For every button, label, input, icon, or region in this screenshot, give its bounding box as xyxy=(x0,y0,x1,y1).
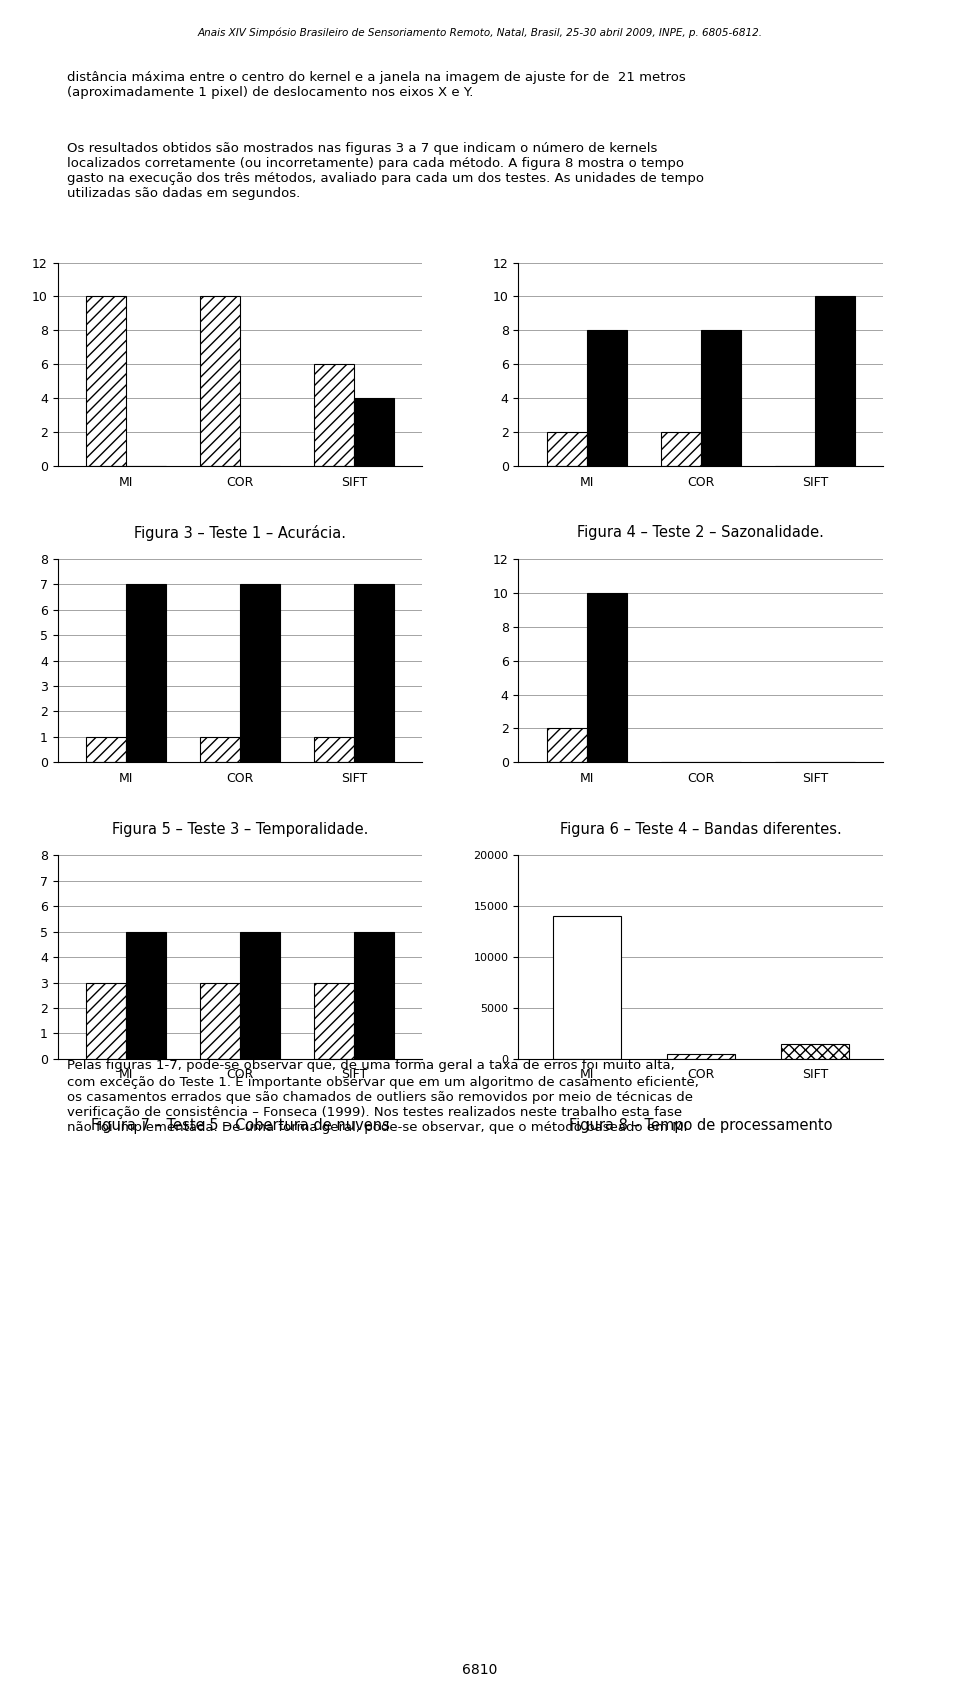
Bar xyxy=(240,584,280,762)
Bar xyxy=(314,364,354,466)
Legend: Acertos, Erros: Acertos, Erros xyxy=(537,564,617,606)
Bar xyxy=(240,932,280,1059)
Bar xyxy=(126,932,166,1059)
Bar xyxy=(86,737,126,762)
Bar xyxy=(200,983,240,1059)
Bar xyxy=(200,296,240,466)
Bar xyxy=(354,932,394,1059)
Bar xyxy=(354,584,394,762)
Bar xyxy=(86,983,126,1059)
Text: Figura 7 – Teste 5 – Cobertura de nuvens: Figura 7 – Teste 5 – Cobertura de nuvens xyxy=(90,1118,390,1133)
Text: Pelas figuras 1-7, pode-se observar que, de uma forma geral a taxa de erros foi : Pelas figuras 1-7, pode-se observar que,… xyxy=(67,1059,699,1133)
Text: Figura 3 – Teste 1 – Acurácia.: Figura 3 – Teste 1 – Acurácia. xyxy=(134,525,346,540)
Bar xyxy=(314,983,354,1059)
Bar xyxy=(200,737,240,762)
Bar xyxy=(666,1054,735,1059)
Bar xyxy=(815,296,854,466)
Text: Figura 4 – Teste 2 – Sazonalidade.: Figura 4 – Teste 2 – Sazonalidade. xyxy=(577,525,825,540)
Bar xyxy=(660,432,701,466)
Text: distância máxima entre o centro do kernel e a janela na imagem de ajuste for de : distância máxima entre o centro do kerne… xyxy=(67,71,686,100)
Legend: Acertos, Erros: Acertos, Erros xyxy=(537,861,617,903)
Bar xyxy=(354,398,394,466)
Bar xyxy=(780,1044,849,1059)
Bar xyxy=(126,584,166,762)
Text: Anais XIV Simpósio Brasileiro de Sensoriamento Remoto, Natal, Brasil, 25-30 abri: Anais XIV Simpósio Brasileiro de Sensori… xyxy=(198,27,762,37)
Bar xyxy=(587,330,627,466)
Text: Figura 5 – Teste 3 – Temporalidade.: Figura 5 – Teste 3 – Temporalidade. xyxy=(111,822,369,837)
Bar xyxy=(587,593,627,762)
Bar xyxy=(547,432,587,466)
Text: Figura 8 – Tempo de processamento: Figura 8 – Tempo de processamento xyxy=(569,1118,832,1133)
Bar xyxy=(547,728,587,762)
Text: Figura 6 – Teste 4 – Bandas diferentes.: Figura 6 – Teste 4 – Bandas diferentes. xyxy=(560,822,842,837)
Text: 6810: 6810 xyxy=(463,1664,497,1677)
Legend: Acertos, Erros: Acertos, Erros xyxy=(537,268,617,310)
Bar xyxy=(553,916,621,1059)
Text: Os resultados obtidos são mostrados nas figuras 3 a 7 que indicam o número de ke: Os resultados obtidos são mostrados nas … xyxy=(67,142,705,200)
Bar xyxy=(701,330,741,466)
Bar xyxy=(86,296,126,466)
Bar xyxy=(314,737,354,762)
